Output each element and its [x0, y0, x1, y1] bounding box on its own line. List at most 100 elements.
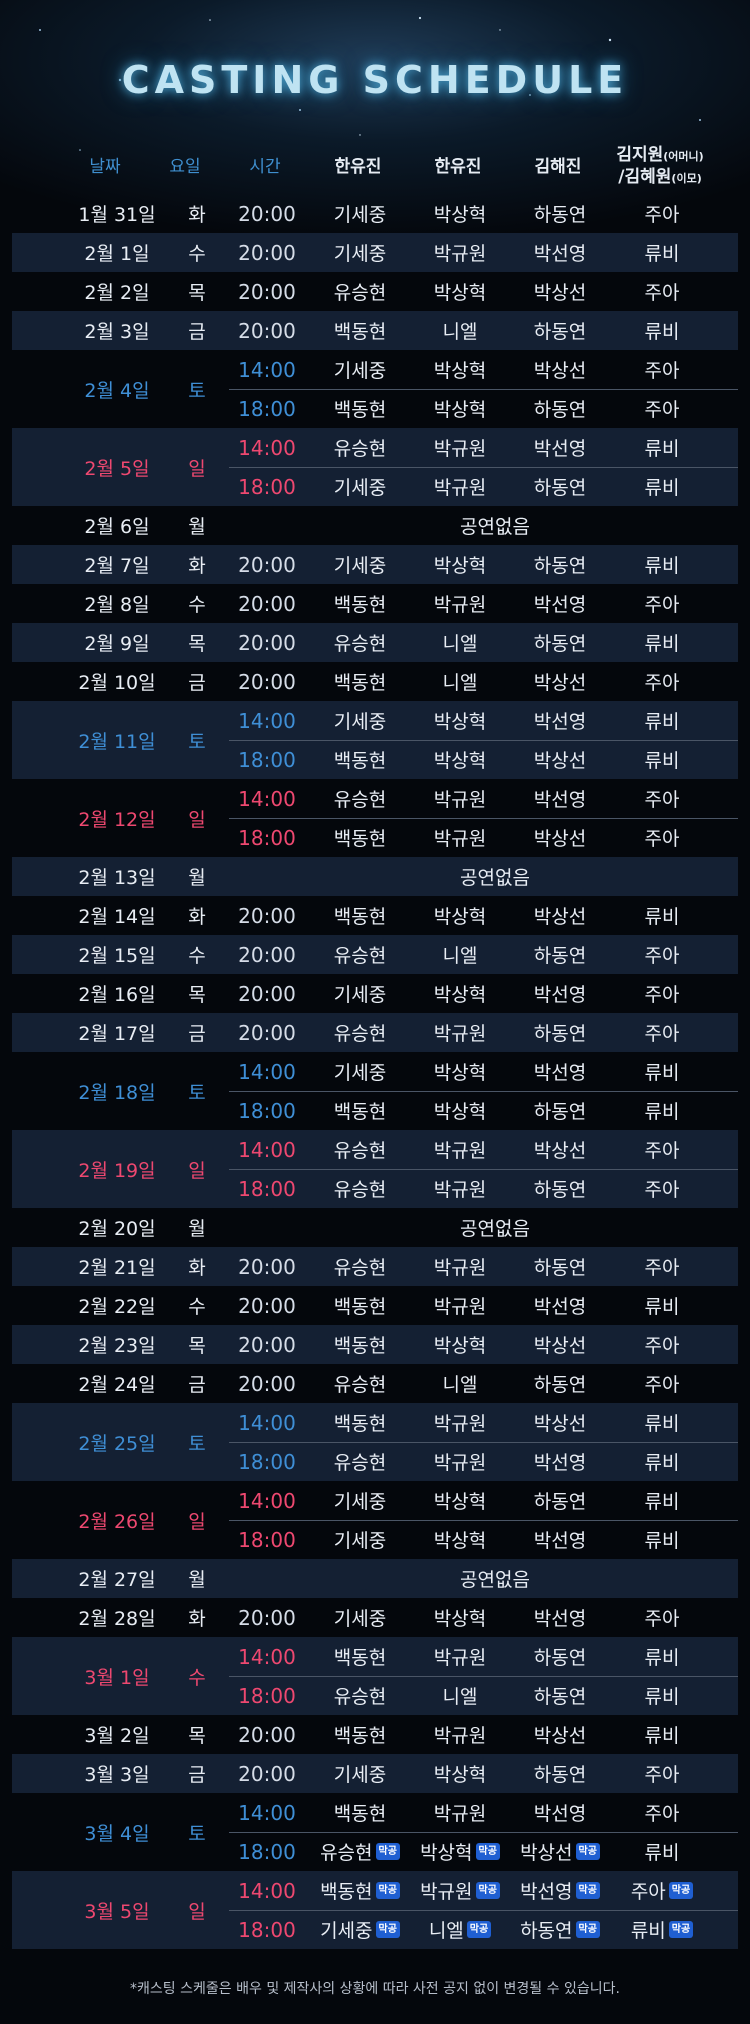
date-cell: 2월 22일 [78, 1296, 156, 1318]
schedule-day-block: 2월 13일 월 공연없음 [12, 857, 738, 896]
cast-name: 박상혁 [433, 1491, 487, 1513]
cast-cell: 주아 [607, 1130, 717, 1169]
show-time: 20:00 [238, 630, 296, 655]
last-show-badge: 막공 [475, 1843, 500, 1860]
cast-cell: 주아 [607, 779, 717, 818]
schedule-day-block: 2월 10일 금 20:00 백동현 니엘 박상선 주아 [12, 662, 738, 701]
cast-cell: 유승현 [305, 1442, 415, 1481]
cast-name: 하동연 [533, 477, 587, 499]
date-cell: 2월 3일 [84, 321, 150, 343]
cast-cell: 류비 [607, 623, 717, 662]
cast-name: 주아 [644, 1335, 680, 1357]
cast-name: 박상혁 [433, 1335, 487, 1357]
cast-cell: 박규원 막공 [405, 1871, 515, 1910]
cast-name: 박상혁 [433, 1062, 487, 1084]
cast-name: 기세중 [333, 477, 387, 499]
cast-name: 류비 [630, 1920, 666, 1942]
cast-cell: 박선영 [505, 584, 615, 623]
weekday-cell: 화 [188, 906, 206, 928]
cast-name: 기세중 [333, 1530, 387, 1552]
cast-cell: 박선영 [505, 779, 615, 818]
cast-name: 주아 [644, 828, 680, 850]
date-cell: 2월 19일 [78, 1159, 156, 1182]
cast-cell: 주아 [607, 818, 717, 857]
weekday-cell: 월 [188, 1569, 206, 1591]
cast-name: 류비 [644, 321, 680, 343]
cast-name: 박상선 [533, 906, 587, 928]
cast-name: 박규원 [433, 1179, 487, 1201]
cast-name: 하동연 [533, 399, 587, 421]
date-cell: 3월 4일 [84, 1822, 150, 1845]
weekday-cell: 일 [188, 1510, 206, 1533]
cast-cell: 유승현 [305, 1676, 415, 1715]
cast-name: 박선영 [533, 984, 587, 1006]
cast-cell: 주아 [607, 1247, 717, 1286]
no-show-label: 공연없음 [460, 867, 530, 889]
cast-name: 백동현 [333, 399, 387, 421]
cast-cell: 박상혁 [405, 1520, 515, 1559]
cast-name: 류비 [644, 477, 680, 499]
cast-cell: 류비 [607, 1832, 717, 1871]
table-row: 20:00 백동현 박규원 박선영 주아 [12, 584, 738, 623]
weekday-cell: 목 [188, 984, 206, 1006]
table-row: 20:00 유승현 니엘 하동연 류비 [12, 623, 738, 662]
cast-name: 백동현 [333, 1413, 387, 1435]
cast-cell: 박규원 [405, 467, 515, 506]
cast-cell: 류비 [607, 428, 717, 467]
cast-cell: 유승현 [305, 1364, 415, 1403]
weekday-cell: 토 [188, 379, 206, 402]
cast-cell: 박상혁 [405, 1481, 515, 1520]
cast-name: 류비 [644, 1413, 680, 1435]
cast-name: 박상선 [520, 1842, 573, 1864]
weekday-cell: 금 [188, 321, 206, 343]
cast-name: 박상혁 [433, 1608, 487, 1630]
cast-name: 류비 [644, 555, 680, 577]
schedule-day-block: 2월 19일 일 14:00 유승현 박규원 박상선 주아 18:00 유승현 박규원 하동연 주아 [12, 1130, 738, 1208]
cast-cell: 박상혁 [405, 545, 515, 584]
table-row: 18:00 백동현 박상혁 박상선 류비 [12, 740, 738, 779]
show-time: 18:00 [238, 747, 296, 772]
last-show-badge: 막공 [575, 1921, 600, 1938]
show-time: 20:00 [238, 201, 296, 226]
footnote: *캐스팅 스케줄은 배우 및 제작사의 상황에 따라 사전 공지 없이 변경될 … [130, 1981, 620, 1997]
cast-name: 박선영 [533, 438, 587, 460]
weekday-cell: 화 [188, 1257, 206, 1279]
date-cell: 2월 4일 [84, 379, 150, 402]
cast-name: 유승현 [333, 1140, 387, 1162]
cast-cell: 유승현 [305, 1013, 415, 1052]
cast-cell: 박상혁 [405, 1091, 515, 1130]
show-time: 18:00 [238, 1449, 296, 1474]
show-time: 20:00 [238, 1332, 296, 1357]
cast-name: 유승현 [333, 1374, 387, 1396]
schedule-day-block: 2월 7일 화 20:00 기세중 박상혁 하동연 류비 [12, 545, 738, 584]
cast-name: 박상혁 [433, 204, 487, 226]
show-time: 20:00 [238, 279, 296, 304]
cast-name: 유승현 [333, 1686, 387, 1708]
schedule-day-block: 3월 2일 목 20:00 백동현 박규원 박상선 류비 [12, 1715, 738, 1754]
table-row: 18:00 기세중 박규원 하동연 류비 [12, 467, 738, 506]
cast-name: 박규원 [433, 828, 487, 850]
cast-cell: 박상혁 [405, 701, 515, 740]
cast-cell: 박상혁 [405, 974, 515, 1013]
cast-cell: 기세중 [305, 350, 415, 389]
cast-cell: 백동현 [305, 662, 415, 701]
cast-cell: 하동연 [505, 1481, 615, 1520]
cast-cell: 박상혁 [405, 350, 515, 389]
cast-cell: 박규원 [405, 1130, 515, 1169]
cast-cell: 유승현 막공 [305, 1832, 415, 1871]
show-time: 20:00 [238, 1293, 296, 1318]
cast-name: 박규원 [433, 1257, 487, 1279]
show-time: 14:00 [238, 357, 296, 382]
cast-cell: 백동현 [305, 389, 415, 428]
show-time: 20:00 [238, 981, 296, 1006]
cast-name: 주아 [630, 1881, 666, 1903]
show-time: 20:00 [238, 1371, 296, 1396]
last-show-badge: 막공 [375, 1921, 400, 1938]
weekday-cell: 토 [188, 730, 206, 753]
table-row: 14:00 백동현 막공 박규원 막공 박선영 막공 주아 막공 [12, 1871, 738, 1910]
cast-name: 주아 [644, 1023, 680, 1045]
show-time: 14:00 [238, 435, 296, 460]
cast-name: 백동현 [333, 750, 387, 772]
cast-cell: 박규원 [405, 1793, 515, 1832]
cast-cell: 박규원 [405, 1637, 515, 1676]
